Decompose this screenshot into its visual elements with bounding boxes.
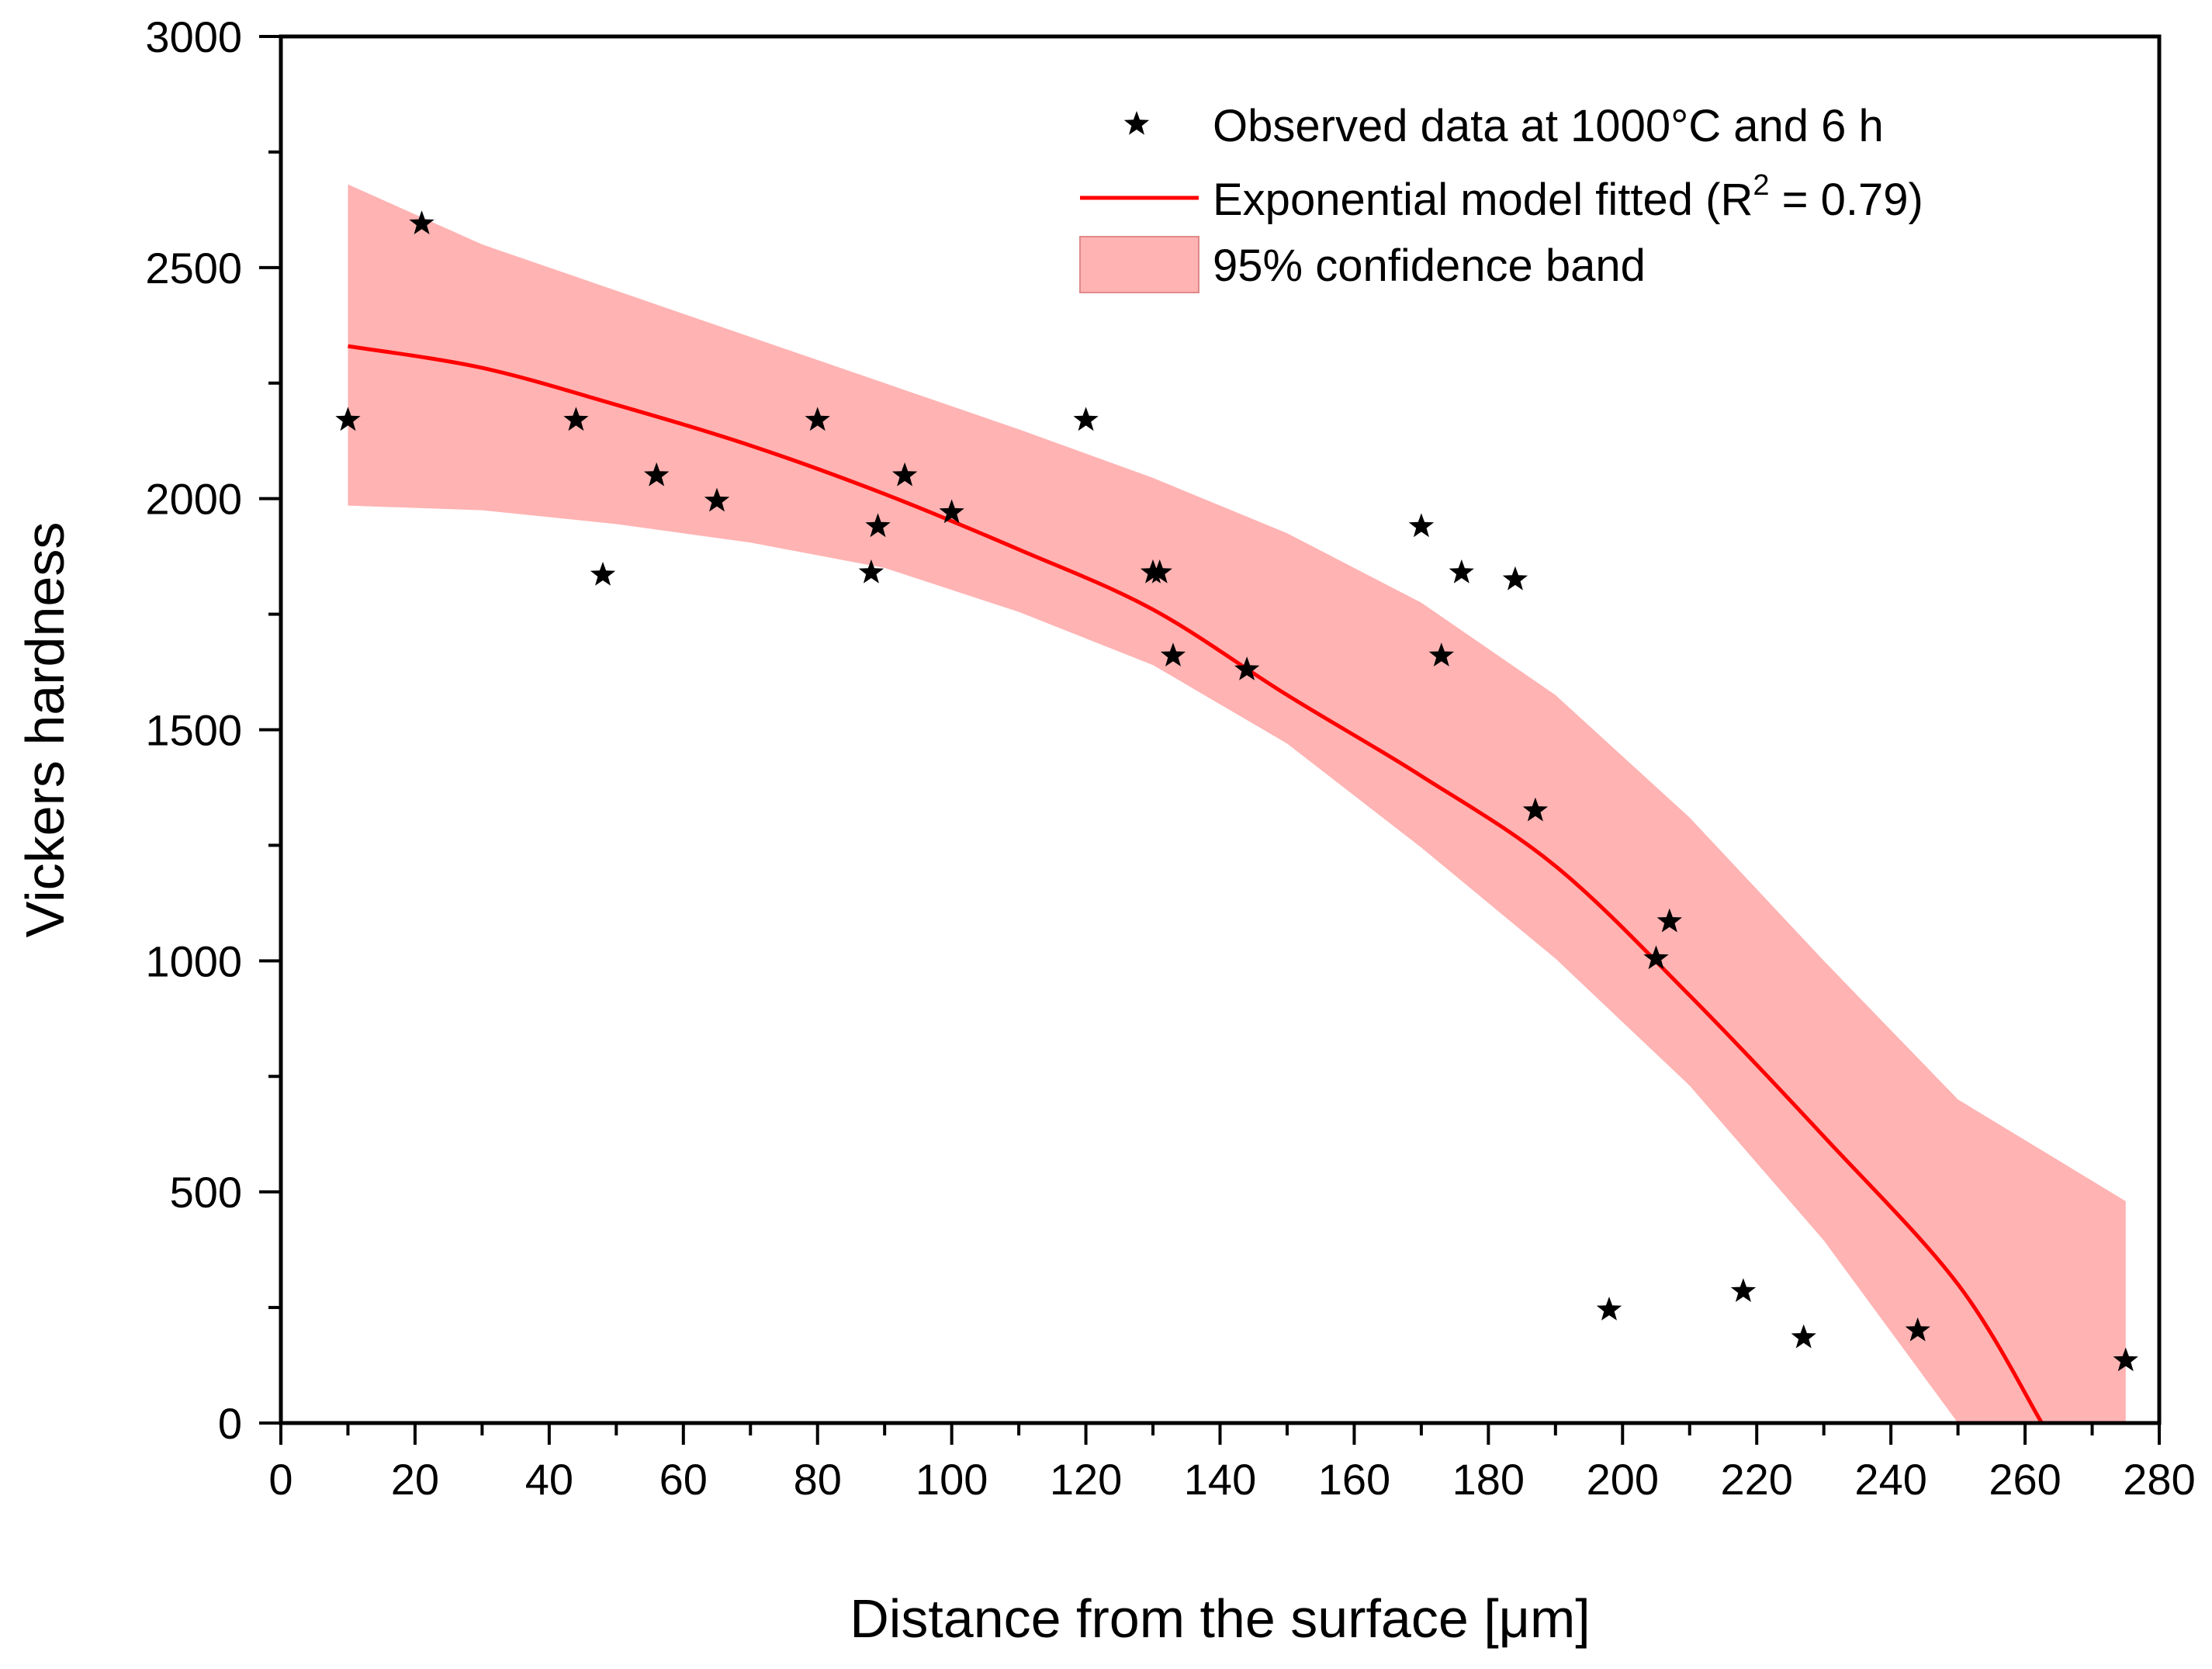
x-tick-label: 120 xyxy=(1050,1455,1122,1504)
data-point-star xyxy=(335,407,361,431)
data-point-star xyxy=(1147,559,1172,583)
data-point-star xyxy=(1073,407,1099,431)
legend-model-suffix: = 0.79) xyxy=(1770,175,1923,225)
data-point-star xyxy=(1502,566,1528,590)
data-point-star xyxy=(1428,642,1454,667)
data-point-star xyxy=(409,210,434,234)
x-tick-label: 140 xyxy=(1184,1455,1256,1504)
legend: Observed data at 1000°C and 6 h Exponent… xyxy=(1079,101,1923,293)
x-tick-label: 220 xyxy=(1720,1455,1792,1504)
legend-star-marker xyxy=(1123,111,1150,135)
data-point-star xyxy=(1160,642,1186,667)
x-tick-label: 0 xyxy=(268,1455,293,1504)
legend-model-prefix: Exponential model fitted (R xyxy=(1213,175,1753,225)
data-point-star xyxy=(1656,908,1682,933)
x-tick-label: 280 xyxy=(2123,1455,2195,1504)
x-tick-label: 240 xyxy=(1854,1455,1926,1504)
data-point-star xyxy=(1643,945,1669,970)
y-tick-label: 3000 xyxy=(145,12,242,61)
x-tick-label: 80 xyxy=(794,1455,842,1504)
y-tick-label: 2500 xyxy=(145,244,242,293)
data-point-star xyxy=(1449,559,1474,583)
data-point-star xyxy=(891,462,918,487)
legend-model-superscript: 2 xyxy=(1753,169,1769,202)
data-point-star xyxy=(1730,1278,1757,1302)
legend-observed-label: Observed data at 1000°C and 6 h xyxy=(1213,101,1884,151)
data-point-star xyxy=(1791,1324,1816,1349)
data-point-star xyxy=(1408,513,1435,538)
x-tick-label: 180 xyxy=(1452,1455,1525,1504)
y-tick-label: 2000 xyxy=(145,475,242,524)
data-point-star xyxy=(1522,797,1549,822)
confidence-band xyxy=(348,184,2126,1424)
data-point-star xyxy=(1596,1297,1622,1321)
x-tick-label: 40 xyxy=(525,1455,573,1504)
x-tick-label: 60 xyxy=(659,1455,708,1504)
observed-points xyxy=(335,210,2138,1372)
y-tick-label: 500 xyxy=(170,1168,242,1217)
data-point-star xyxy=(2113,1347,2138,1372)
data-point-star xyxy=(704,487,730,512)
data-point-star xyxy=(1234,656,1260,680)
y-axis-ticks: 0 500 1000 1500 2000 2500 3000 xyxy=(145,12,281,1448)
data-point-star xyxy=(590,562,616,586)
legend-band-label: 95% confidence band xyxy=(1213,241,1646,291)
x-tick-label: 100 xyxy=(916,1455,988,1504)
x-axis-ticks: 0 20 40 60 80 100 120 140 160 180 200 220 240 260 280 xyxy=(268,1423,2196,1504)
x-axis-title: Distance from the surface [μm] xyxy=(850,1588,1591,1649)
plot-frame xyxy=(279,34,2162,1425)
x-tick-label: 160 xyxy=(1318,1455,1390,1504)
legend-model-label: Exponential model fitted (R2 = 0.79) xyxy=(1213,169,1923,225)
data-point-star xyxy=(805,407,830,431)
model-line xyxy=(348,344,2044,1425)
data-point-star xyxy=(858,559,884,583)
data-point-star xyxy=(644,462,670,487)
data-point-star xyxy=(939,499,964,524)
data-point-star xyxy=(1905,1317,1930,1342)
y-tick-label: 1000 xyxy=(145,937,242,985)
data-point-star xyxy=(865,513,891,538)
data-point-star xyxy=(563,407,589,431)
x-tick-label: 20 xyxy=(391,1455,439,1504)
legend-band-swatch xyxy=(1079,236,1199,293)
x-tick-label: 260 xyxy=(1989,1455,2061,1504)
y-axis-title: Vickers hardness xyxy=(15,522,75,938)
x-tick-label: 200 xyxy=(1587,1455,1659,1504)
y-tick-label: 0 xyxy=(218,1399,242,1448)
y-tick-label: 1500 xyxy=(145,706,242,755)
